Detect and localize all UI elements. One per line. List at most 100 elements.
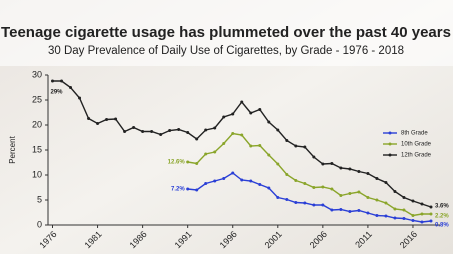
point <box>213 151 216 154</box>
point <box>294 201 297 204</box>
point <box>186 131 189 134</box>
value-label: 12.6% <box>168 160 186 166</box>
point <box>330 162 333 165</box>
point <box>411 200 414 203</box>
point <box>249 180 252 183</box>
point <box>429 206 432 209</box>
point <box>375 214 378 217</box>
point <box>114 118 117 121</box>
point <box>321 186 324 189</box>
point <box>366 172 369 175</box>
point <box>258 183 261 186</box>
point <box>303 182 306 185</box>
point <box>402 217 405 220</box>
point <box>204 129 207 132</box>
point <box>267 187 270 190</box>
point <box>195 162 198 165</box>
point <box>195 138 198 141</box>
point <box>393 217 396 220</box>
point <box>204 153 207 156</box>
point <box>258 144 261 147</box>
legend-dot <box>389 143 392 146</box>
y-tick-label: 5 <box>37 194 42 204</box>
point <box>348 168 351 171</box>
point <box>420 221 423 224</box>
point <box>411 219 414 222</box>
point <box>420 213 423 216</box>
point <box>87 117 90 120</box>
point <box>375 177 378 180</box>
legend-label: 10th Grade <box>401 142 432 148</box>
point <box>411 214 414 217</box>
point <box>222 116 225 119</box>
point <box>213 180 216 183</box>
point <box>222 177 225 180</box>
point <box>294 179 297 182</box>
point <box>132 126 135 129</box>
point <box>357 191 360 194</box>
legend-dot <box>389 154 392 157</box>
point <box>51 80 54 83</box>
point <box>384 202 387 205</box>
point <box>366 212 369 215</box>
point <box>231 113 234 116</box>
point <box>312 186 315 189</box>
point <box>231 132 234 135</box>
point <box>420 203 423 206</box>
point <box>276 129 279 132</box>
point <box>69 86 72 89</box>
point <box>393 208 396 211</box>
point <box>204 182 207 185</box>
point <box>240 101 243 104</box>
point <box>303 146 306 149</box>
chart-title: Teenage cigarette usage has plummeted ov… <box>1 24 451 41</box>
point <box>276 163 279 166</box>
point <box>357 209 360 212</box>
legend-label: 8th Grade <box>401 131 428 137</box>
point <box>348 192 351 195</box>
point <box>402 196 405 199</box>
point <box>231 172 234 175</box>
point <box>285 173 288 176</box>
point <box>285 139 288 142</box>
point <box>321 204 324 207</box>
y-tick-label: 15 <box>32 144 42 154</box>
point <box>402 209 405 212</box>
point <box>96 122 99 125</box>
point <box>339 167 342 170</box>
point <box>267 154 270 157</box>
point <box>375 199 378 202</box>
value-label: 7.2% <box>171 187 185 193</box>
point <box>312 156 315 159</box>
point <box>330 188 333 191</box>
point <box>429 220 432 223</box>
point <box>357 170 360 173</box>
point <box>186 188 189 191</box>
point <box>303 202 306 205</box>
point <box>195 189 198 192</box>
point <box>240 179 243 182</box>
point <box>249 112 252 115</box>
point <box>312 204 315 207</box>
point <box>321 163 324 166</box>
point <box>267 121 270 124</box>
point <box>177 128 180 131</box>
point <box>213 127 216 130</box>
point <box>330 209 333 212</box>
point <box>60 80 63 83</box>
value-label: 0.8% <box>435 223 449 229</box>
y-tick-label: 0 <box>37 219 42 229</box>
point <box>186 161 189 164</box>
point <box>294 145 297 148</box>
y-tick-label: 10 <box>32 169 42 179</box>
point <box>393 190 396 193</box>
y-tick-label: 30 <box>32 69 42 79</box>
point <box>168 129 171 132</box>
point <box>141 130 144 133</box>
point <box>249 145 252 148</box>
point <box>105 118 108 121</box>
point <box>240 134 243 137</box>
point <box>150 130 153 133</box>
chart-subtitle: 30 Day Prevalence of Daily Use of Cigare… <box>48 45 404 57</box>
point <box>339 194 342 197</box>
